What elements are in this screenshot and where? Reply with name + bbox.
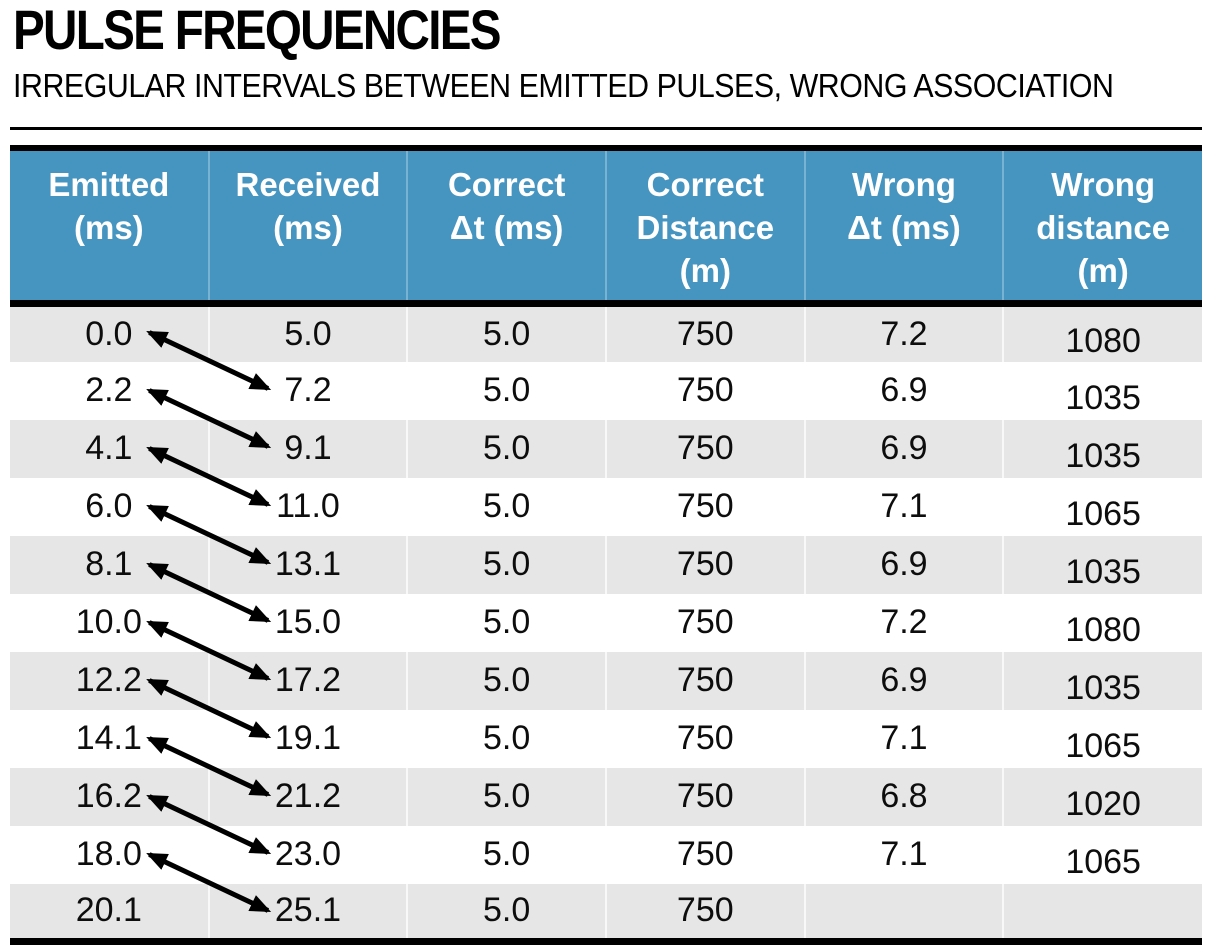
cell-wrong_distance: 1080 xyxy=(1002,593,1202,652)
cell-wrong_distance: 1035 xyxy=(1002,651,1202,710)
cell-wrong_distance: 1065 xyxy=(1002,825,1202,884)
cell-wrong_dt: 7.1 xyxy=(803,825,1004,884)
cell-correct_distance: 750 xyxy=(604,477,805,536)
table-row: 18.0 23.0 5.0 750 7.1 1065 xyxy=(10,825,1202,884)
table-row: 20.1 25.1 5.0 750 xyxy=(10,883,1202,942)
cell-correct_dt: 5.0 xyxy=(406,361,606,420)
cell-correct_dt: 5.0 xyxy=(406,883,606,942)
cell-wrong_distance: 1035 xyxy=(1002,361,1202,420)
cell-wrong_distance: 1020 xyxy=(1002,767,1202,826)
table-row: 12.2 17.2 5.0 750 6.9 1035 xyxy=(10,651,1202,710)
table-row: 8.1 13.1 5.0 750 6.9 1035 xyxy=(10,535,1202,594)
table-row: 2.2 7.2 5.0 750 6.9 1035 xyxy=(10,361,1202,420)
column-header-received: Received (ms) xyxy=(207,148,408,307)
cell-received: 21.2 xyxy=(207,767,408,826)
column-header-correct_dt: Correct Δt (ms) xyxy=(406,148,606,307)
table-body: 0.0 5.0 5.0 750 7.2 1080 2.2 7.2 5.0 750 6.9 1035 4.… xyxy=(10,303,1202,942)
cell-wrong_dt: 6.9 xyxy=(803,419,1004,478)
cell-wrong_dt: 7.2 xyxy=(803,593,1004,652)
cell-received: 5.0 xyxy=(207,303,408,362)
cell-emitted: 6.0 xyxy=(85,487,133,525)
cell-emitted: 2.2 xyxy=(85,371,133,409)
cell-emitted: 12.2 xyxy=(75,661,142,699)
cell-wrong_distance: 1080 xyxy=(1002,303,1202,362)
cell-correct_dt: 5.0 xyxy=(406,477,606,536)
column-header-emitted: Emitted (ms) xyxy=(10,148,209,307)
cell-received: 17.2 xyxy=(207,651,408,710)
cell-correct_distance: 750 xyxy=(604,767,805,826)
cell-emitted: 10.0 xyxy=(75,603,142,641)
cell-received: 13.1 xyxy=(207,535,408,594)
cell-wrong_dt: 6.9 xyxy=(803,651,1004,710)
table-row: 0.0 5.0 5.0 750 7.2 1080 xyxy=(10,303,1202,362)
table-header-row: Emitted (ms) Received (ms) Correct Δt (ms)… xyxy=(10,148,1202,307)
cell-received: 25.1 xyxy=(207,883,408,942)
cell-wrong_distance: 1065 xyxy=(1002,477,1202,536)
cell-emitted: 16.2 xyxy=(75,777,142,815)
column-header-wrong_distance: Wrong distance (m) xyxy=(1002,148,1202,307)
cell-correct_distance: 750 xyxy=(604,709,805,768)
page-title: PULSE FREQUENCIES xyxy=(13,0,502,61)
table-row: 6.0 11.0 5.0 750 7.1 1065 xyxy=(10,477,1202,536)
cell-emitted: 20.1 xyxy=(75,891,142,930)
cell-wrong_dt xyxy=(803,883,1004,942)
cell-received: 23.0 xyxy=(207,825,408,884)
cell-wrong_dt: 6.9 xyxy=(803,535,1004,594)
title-divider xyxy=(10,127,1202,130)
column-header-wrong_dt: Wrong Δt (ms) xyxy=(803,148,1004,307)
cell-wrong_dt: 6.9 xyxy=(803,361,1004,420)
cell-emitted: 14.1 xyxy=(75,719,142,757)
cell-correct_distance: 750 xyxy=(604,825,805,884)
cell-wrong_distance: 1065 xyxy=(1002,709,1202,768)
cell-wrong_distance: 1035 xyxy=(1002,419,1202,478)
cell-correct_distance: 750 xyxy=(604,419,805,478)
cell-emitted: 4.1 xyxy=(85,429,133,467)
cell-wrong_dt: 6.8 xyxy=(803,767,1004,826)
cell-correct_distance: 750 xyxy=(604,361,805,420)
cell-wrong_dt: 7.1 xyxy=(803,477,1004,536)
cell-received: 7.2 xyxy=(207,361,408,420)
cell-wrong_distance xyxy=(1002,883,1202,942)
cell-correct_distance: 750 xyxy=(604,593,805,652)
table-row: 16.2 21.2 5.0 750 6.8 1020 xyxy=(10,767,1202,826)
table-row: 4.1 9.1 5.0 750 6.9 1035 xyxy=(10,419,1202,478)
cell-received: 9.1 xyxy=(207,419,408,478)
cell-received: 15.0 xyxy=(207,593,408,652)
cell-wrong_dt: 7.1 xyxy=(803,709,1004,768)
cell-correct_dt: 5.0 xyxy=(406,709,606,768)
cell-correct_distance: 750 xyxy=(604,651,805,710)
cell-correct_distance: 750 xyxy=(604,883,805,942)
cell-wrong_dt: 7.2 xyxy=(803,303,1004,362)
cell-received: 11.0 xyxy=(207,477,408,536)
pulse-frequencies-table: Emitted (ms) Received (ms) Correct Δt (ms)… xyxy=(10,145,1202,945)
cell-correct_dt: 5.0 xyxy=(406,593,606,652)
cell-correct_dt: 5.0 xyxy=(406,825,606,884)
table-row: 10.0 15.0 5.0 750 7.2 1080 xyxy=(10,593,1202,652)
cell-correct_distance: 750 xyxy=(604,303,805,362)
cell-emitted: 18.0 xyxy=(75,835,142,873)
cell-wrong_distance: 1035 xyxy=(1002,535,1202,594)
cell-correct_dt: 5.0 xyxy=(406,651,606,710)
cell-emitted: 0.0 xyxy=(85,314,133,353)
cell-emitted: 8.1 xyxy=(85,545,133,583)
column-header-correct_distance: Correct Distance (m) xyxy=(604,148,805,307)
cell-correct_dt: 5.0 xyxy=(406,303,606,362)
cell-received: 19.1 xyxy=(207,709,408,768)
page-subtitle: IRREGULAR INTERVALS BETWEEN EMITTED PULS… xyxy=(13,67,1114,104)
cell-correct_dt: 5.0 xyxy=(406,419,606,478)
table-row: 14.1 19.1 5.0 750 7.1 1065 xyxy=(10,709,1202,768)
cell-correct_dt: 5.0 xyxy=(406,535,606,594)
cell-correct_distance: 750 xyxy=(604,535,805,594)
table-header: Emitted (ms) Received (ms) Correct Δt (ms)… xyxy=(10,148,1202,307)
cell-correct_dt: 5.0 xyxy=(406,767,606,826)
